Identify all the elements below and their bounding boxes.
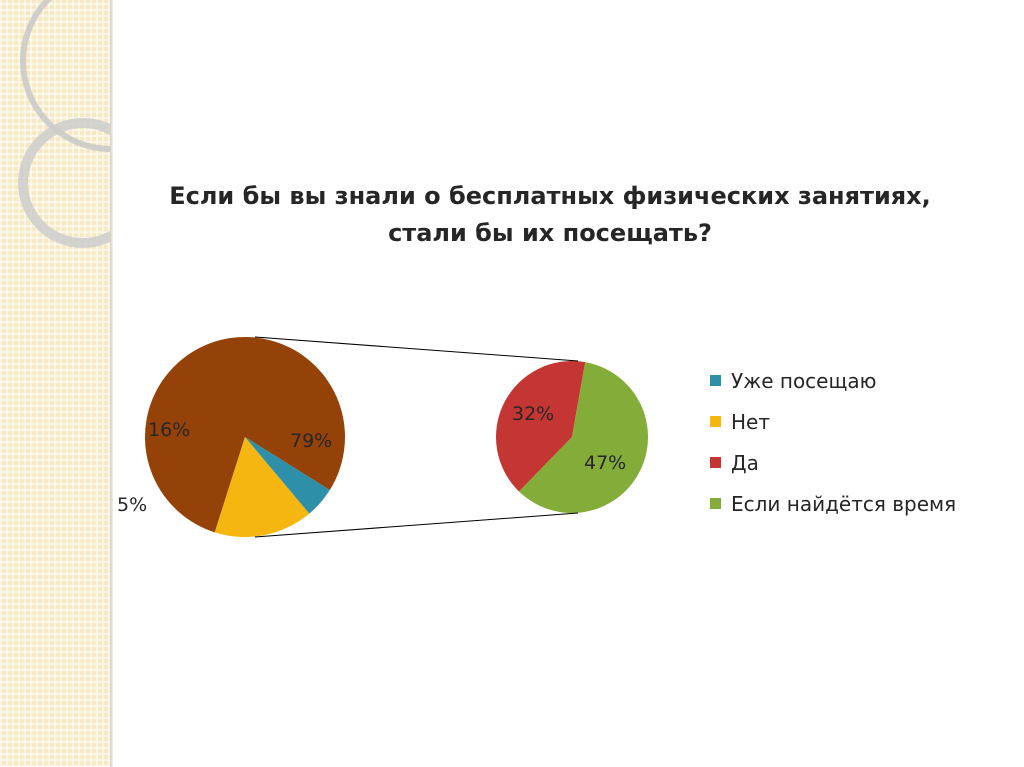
side-panel-edge [110, 0, 113, 767]
pie-slice [214, 437, 310, 537]
legend-swatch [710, 457, 721, 468]
connector-line [254, 512, 579, 538]
legend-item-already-attend: Уже посещаю [710, 360, 956, 401]
connector-line [254, 336, 579, 362]
legend-swatch [710, 416, 721, 427]
pie-slice [144, 337, 345, 533]
legend-label: Нет [731, 409, 770, 434]
legend-item-yes: Да [710, 442, 956, 483]
legend-swatch [710, 375, 721, 386]
chart-legend: Уже посещаю Нет Да Если найдётся время [710, 360, 956, 524]
sub-pie-slice [495, 360, 586, 492]
legend-swatch [710, 498, 721, 509]
data-label: 79% [290, 430, 332, 452]
data-label: 32% [512, 403, 554, 425]
data-label: 47% [584, 452, 626, 474]
legend-label: Если найдётся время [731, 491, 957, 516]
decorative-side-panel [0, 0, 110, 767]
chart-title: Если бы вы знали о бесплатных физических… [169, 182, 931, 247]
data-label: 16% [148, 419, 190, 441]
sub-pie-slice [519, 362, 648, 513]
legend-item-no: Нет [710, 401, 956, 442]
legend-label: Уже посещаю [731, 368, 877, 393]
legend-item-if-time: Если найдётся время [710, 483, 956, 524]
legend-label: Да [731, 450, 759, 475]
data-label: 5% [117, 494, 147, 516]
decorative-ring [18, 118, 110, 248]
pie-slice [245, 437, 330, 514]
